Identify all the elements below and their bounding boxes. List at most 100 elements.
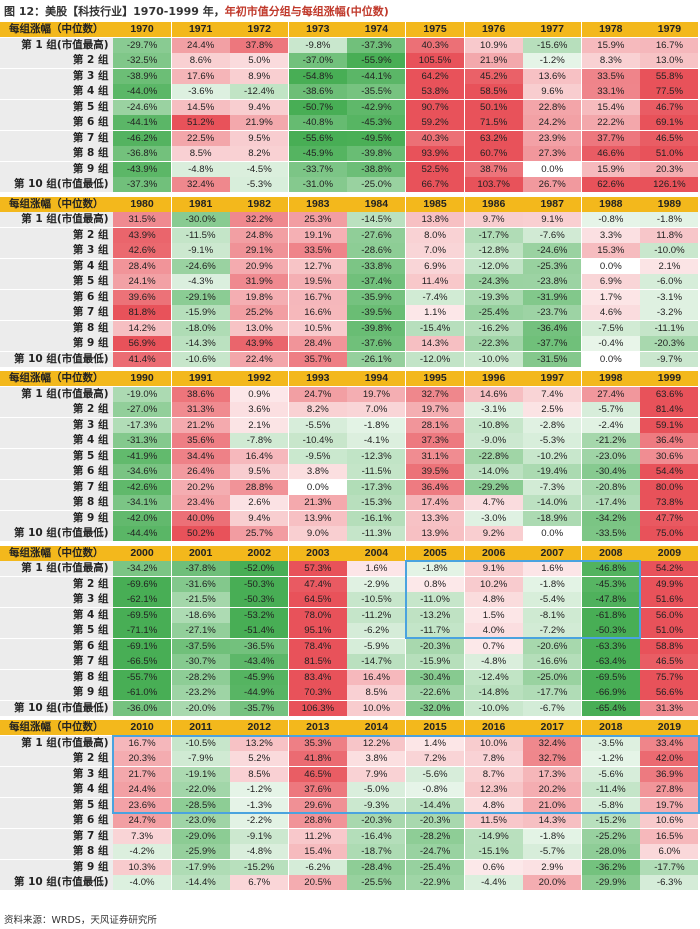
value-cell: 12.3% <box>464 782 523 797</box>
value-cell: 47.7% <box>640 510 699 526</box>
value-cell: -5.0% <box>347 782 406 797</box>
value-cell: -24.6% <box>113 99 172 115</box>
value-cell: -36.2% <box>581 859 640 875</box>
value-cell: -4.2% <box>113 844 172 859</box>
year-header: 1970 <box>113 22 172 37</box>
value-cell: -11.7% <box>406 623 465 638</box>
year-header: 2013 <box>288 720 347 735</box>
value-cell: 40.3% <box>406 130 465 146</box>
group-label: 第 5 组 <box>0 797 113 813</box>
year-header: 2001 <box>171 545 230 561</box>
table-row: 第 8 组 -34.1% 23.4% 2.6% 21.3% -15.3% 17.4% 4.7%… <box>0 495 700 511</box>
year-header: 1995 <box>406 371 465 386</box>
value-cell: -3.2% <box>640 305 699 320</box>
value-cell: 39.5% <box>406 464 465 479</box>
value-cell: 75.7% <box>640 669 699 685</box>
value-cell: 0.0% <box>288 479 347 495</box>
value-cell: 21.9% <box>230 115 289 130</box>
value-cell: -11.0% <box>406 592 465 607</box>
value-cell: -45.9% <box>230 669 289 685</box>
table-row: 第 8 组 -36.8% 8.5% 8.2% -45.9% -39.8% 93.9% 60.7… <box>0 146 700 162</box>
value-cell: -11.2% <box>347 607 406 623</box>
header-row: 每组涨幅（中位数） 2010 2011 2012 2013 2014 2015 2016 201… <box>0 720 700 736</box>
value-cell: 13.2% <box>230 735 289 751</box>
value-cell: -14.4% <box>171 875 230 890</box>
value-cell: -34.1% <box>113 495 172 510</box>
year-header: 2017 <box>523 720 582 735</box>
group-label: 第 3 组 <box>0 766 113 782</box>
value-cell: -34.2% <box>113 561 172 576</box>
value-cell: -24.6% <box>523 243 582 258</box>
value-cell: -17.7% <box>523 685 582 700</box>
value-cell: 28.1% <box>406 417 465 433</box>
value-cell: 23.4% <box>171 495 230 510</box>
value-cell: -12.3% <box>347 448 406 464</box>
value-cell: 7.3% <box>113 828 172 844</box>
value-cell: 1.5% <box>464 607 523 623</box>
value-cell: 55.8% <box>640 68 699 84</box>
value-cell: -69.5% <box>113 607 172 623</box>
value-cell: 33.1% <box>581 84 640 99</box>
value-cell: 2.6% <box>230 495 289 510</box>
year-header: 2009 <box>640 545 699 561</box>
group-label: 第 4 组 <box>0 782 113 797</box>
table-row: 第 1 组(市值最高) 31.5% -30.0% 32.2% 25.3% -14.5% 13… <box>0 212 700 228</box>
value-cell: 10.5% <box>288 320 347 336</box>
value-cell: -4.1% <box>347 433 406 448</box>
year-header: 1974 <box>347 22 406 37</box>
header-row: 每组涨幅（中位数） 2000 2001 2002 2003 2004 2005 2006 200… <box>0 545 700 562</box>
value-cell: 5.0% <box>230 53 289 68</box>
value-cell: 70.3% <box>288 685 347 700</box>
table-row: 第 4 组 28.4% -24.6% 20.9% 12.7% -33.8% 6.9% -12.… <box>0 258 700 275</box>
value-cell: 51.0% <box>640 623 699 638</box>
value-cell: 58.5% <box>464 84 523 99</box>
value-cell: -20.3% <box>640 336 699 351</box>
value-cell: 22.8% <box>523 99 582 115</box>
value-cell: -25.4% <box>464 305 523 320</box>
value-cell: -27.1% <box>171 623 230 638</box>
value-cell: -25.2% <box>581 828 640 844</box>
value-cell: 42.0% <box>640 751 699 766</box>
value-cell: 38.7% <box>464 161 523 177</box>
value-cell: -10.0% <box>464 351 523 367</box>
value-cell: 9.1% <box>464 561 523 576</box>
value-cell: 25.2% <box>230 305 289 320</box>
table-row: 第 1 组(市值最高) -29.7% 24.4% 37.8% -9.8% -37.3% 40… <box>0 37 700 54</box>
table-row: 第 2 组 -27.0% 31.3% 3.6% 8.2% 7.0% 19.7% -3.1% 2.… <box>0 402 700 418</box>
value-cell: 35.3% <box>288 735 347 751</box>
value-cell: -11.1% <box>640 320 699 336</box>
value-cell: 106.3% <box>288 700 347 716</box>
value-cell: -50.3% <box>581 623 640 638</box>
value-cell: 0.9% <box>230 386 289 402</box>
year-header: 1990 <box>113 371 172 386</box>
value-cell: 31.5% <box>113 212 172 227</box>
value-cell: -27.0% <box>113 402 172 417</box>
value-cell: -16.6% <box>523 654 582 669</box>
value-cell: 33.5% <box>581 68 640 84</box>
value-cell: -36.0% <box>113 700 172 716</box>
group-label: 第 6 组 <box>0 813 113 828</box>
value-cell: -1.8% <box>406 561 465 576</box>
value-cell: 81.8% <box>113 305 172 320</box>
year-header: 1994 <box>347 371 406 386</box>
value-cell: -14.0% <box>464 464 523 479</box>
year-header: 1984 <box>347 196 406 212</box>
value-cell: 53.8% <box>406 84 465 99</box>
value-cell: 75.0% <box>640 526 699 541</box>
corner-label: 每组涨幅（中位数） <box>0 371 113 386</box>
year-header: 2003 <box>288 545 347 561</box>
value-cell: -44.4% <box>113 526 172 541</box>
group-label: 第 3 组 <box>0 417 113 433</box>
value-cell: -22.0% <box>171 782 230 797</box>
year-header: 1999 <box>640 371 699 386</box>
value-cell: 40.3% <box>406 37 465 53</box>
value-cell: 9.1% <box>523 212 582 227</box>
value-cell: -1.3% <box>230 797 289 813</box>
value-cell: 71.5% <box>464 115 523 130</box>
value-cell: -12.0% <box>464 258 523 274</box>
value-cell: 3.8% <box>347 751 406 766</box>
value-cell: 34.4% <box>171 448 230 464</box>
value-cell: -42.9% <box>347 99 406 115</box>
value-cell: -22.3% <box>464 336 523 351</box>
value-cell: -3.0% <box>464 510 523 526</box>
